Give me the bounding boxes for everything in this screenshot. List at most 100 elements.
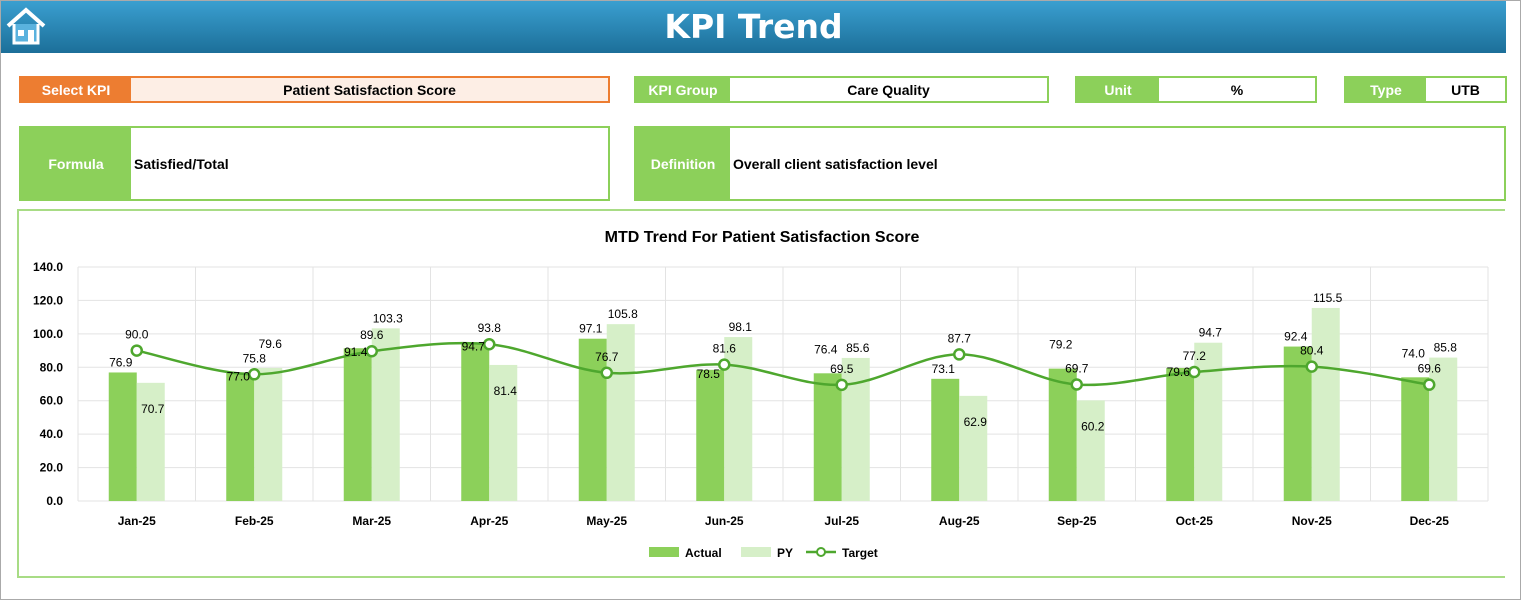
target-data-label: 87.7	[948, 331, 972, 345]
actual-bar	[226, 372, 255, 501]
target-marker	[1423, 378, 1436, 391]
target-data-label: 69.5	[830, 362, 854, 376]
target-marker	[600, 366, 613, 380]
y-tick-label: 60.0	[40, 394, 64, 408]
legend-target-marker	[816, 547, 826, 557]
py-data-label: 103.3	[373, 311, 403, 325]
y-tick-label: 0.0	[46, 494, 63, 508]
header-bar: KPI Trend	[1, 1, 1506, 53]
target-marker	[1070, 378, 1083, 391]
chart-title: MTD Trend For Patient Satisfaction Score	[605, 229, 920, 246]
legend-actual-swatch	[649, 547, 679, 557]
actual-bar	[108, 372, 137, 501]
actual-bar	[696, 369, 725, 501]
legend-target-label: Target	[842, 546, 878, 560]
target-marker	[365, 344, 378, 358]
py-bar	[1194, 342, 1223, 501]
py-bar	[1076, 400, 1105, 501]
unit-field: Unit %	[1075, 76, 1317, 103]
x-tick-label: Nov-25	[1292, 514, 1332, 528]
x-tick-label: Jul-25	[824, 514, 859, 528]
target-data-label: 80.4	[1300, 344, 1324, 358]
target-data-label: 93.8	[478, 321, 502, 335]
actual-bar	[1166, 367, 1195, 501]
target-data-label: 69.7	[1065, 362, 1089, 376]
target-data-label: 81.6	[713, 342, 737, 356]
py-data-label: 70.7	[141, 402, 165, 416]
actual-data-label: 76.4	[814, 342, 838, 356]
py-bar	[1311, 307, 1340, 501]
py-data-label: 94.7	[1199, 326, 1223, 340]
x-tick-label: May-25	[586, 514, 627, 528]
target-marker	[483, 337, 496, 351]
actual-data-label: 76.9	[109, 355, 133, 369]
target-marker	[1188, 365, 1201, 379]
y-tick-label: 20.0	[40, 461, 64, 475]
actual-data-label: 91.4	[344, 345, 368, 359]
py-bar	[371, 328, 400, 501]
py-data-label: 85.6	[846, 341, 870, 355]
definition-label: Definition	[636, 128, 730, 199]
home-icon[interactable]	[5, 5, 47, 47]
legend-py-label: PY	[777, 546, 793, 560]
actual-bar	[931, 378, 960, 501]
target-data-label: 75.8	[243, 351, 267, 365]
py-data-label: 60.2	[1081, 419, 1105, 433]
select-kpi-field: Select KPI Patient Satisfaction Score	[19, 76, 610, 103]
page-title: KPI Trend	[664, 7, 843, 46]
py-bar	[489, 364, 518, 501]
target-data-label: 76.7	[595, 350, 619, 364]
type-value: UTB	[1426, 78, 1505, 101]
x-tick-label: Apr-25	[470, 514, 508, 528]
y-tick-label: 120.0	[33, 293, 63, 307]
actual-bar	[813, 373, 842, 501]
formula-value: Satisfied/Total	[131, 128, 608, 199]
y-tick-label: 80.0	[40, 360, 64, 374]
actual-data-label: 77.0	[227, 369, 251, 383]
y-tick-label: 140.0	[33, 260, 63, 274]
target-marker	[953, 348, 966, 361]
py-data-label: 85.8	[1434, 341, 1458, 355]
actual-data-label: 92.4	[1284, 330, 1308, 344]
x-tick-label: Oct-25	[1176, 514, 1214, 528]
target-marker	[130, 344, 143, 357]
actual-bar	[461, 342, 490, 501]
y-tick-label: 100.0	[33, 327, 63, 341]
actual-bar	[1283, 346, 1312, 501]
target-marker	[835, 378, 848, 392]
target-data-label: 69.6	[1418, 362, 1442, 376]
definition-value: Overall client satisfaction level	[730, 128, 1504, 199]
py-bar	[841, 357, 870, 501]
py-bar	[1429, 357, 1458, 501]
x-tick-label: Aug-25	[939, 514, 980, 528]
py-data-label: 79.6	[259, 337, 283, 351]
actual-data-label: 78.5	[697, 367, 721, 381]
actual-data-label: 74.0	[1402, 346, 1426, 360]
kpi-group-value: Care Quality	[730, 78, 1047, 101]
py-data-label: 81.4	[494, 384, 518, 398]
x-tick-label: Mar-25	[352, 514, 391, 528]
actual-bar	[578, 338, 607, 501]
target-data-label: 90.0	[125, 328, 149, 342]
select-kpi-label: Select KPI	[21, 78, 131, 101]
target-marker	[1305, 360, 1318, 373]
definition-field: Definition Overall client satisfaction l…	[634, 126, 1506, 201]
target-marker	[248, 368, 261, 381]
formula-field: Formula Satisfied/Total	[19, 126, 610, 201]
type-field: Type UTB	[1344, 76, 1507, 103]
py-data-label: 62.9	[964, 415, 988, 429]
actual-data-label: 97.1	[579, 322, 603, 336]
chart-container	[17, 209, 1505, 578]
py-bar	[254, 367, 283, 501]
y-tick-label: 40.0	[40, 427, 64, 441]
kpi-group-field: KPI Group Care Quality	[634, 76, 1049, 103]
py-data-label: 115.5	[1313, 291, 1342, 305]
select-kpi-dropdown[interactable]: Patient Satisfaction Score	[131, 78, 608, 101]
actual-bar	[343, 348, 372, 501]
actual-bar	[1401, 377, 1430, 501]
actual-data-label: 79.2	[1049, 338, 1073, 352]
py-data-label: 105.8	[608, 307, 638, 321]
legend-actual-label: Actual	[685, 546, 722, 560]
unit-value: %	[1159, 78, 1315, 101]
